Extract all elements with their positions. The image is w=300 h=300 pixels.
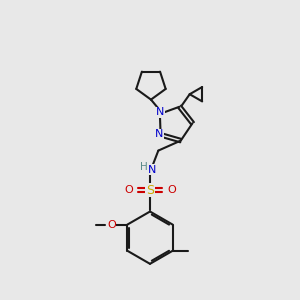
Text: O: O (124, 185, 133, 195)
Text: S: S (146, 184, 154, 196)
Text: N: N (148, 165, 157, 175)
Text: H: H (140, 162, 147, 172)
Text: N: N (155, 129, 163, 139)
Text: O: O (107, 220, 116, 230)
Text: O: O (167, 185, 176, 195)
Text: N: N (156, 107, 165, 117)
